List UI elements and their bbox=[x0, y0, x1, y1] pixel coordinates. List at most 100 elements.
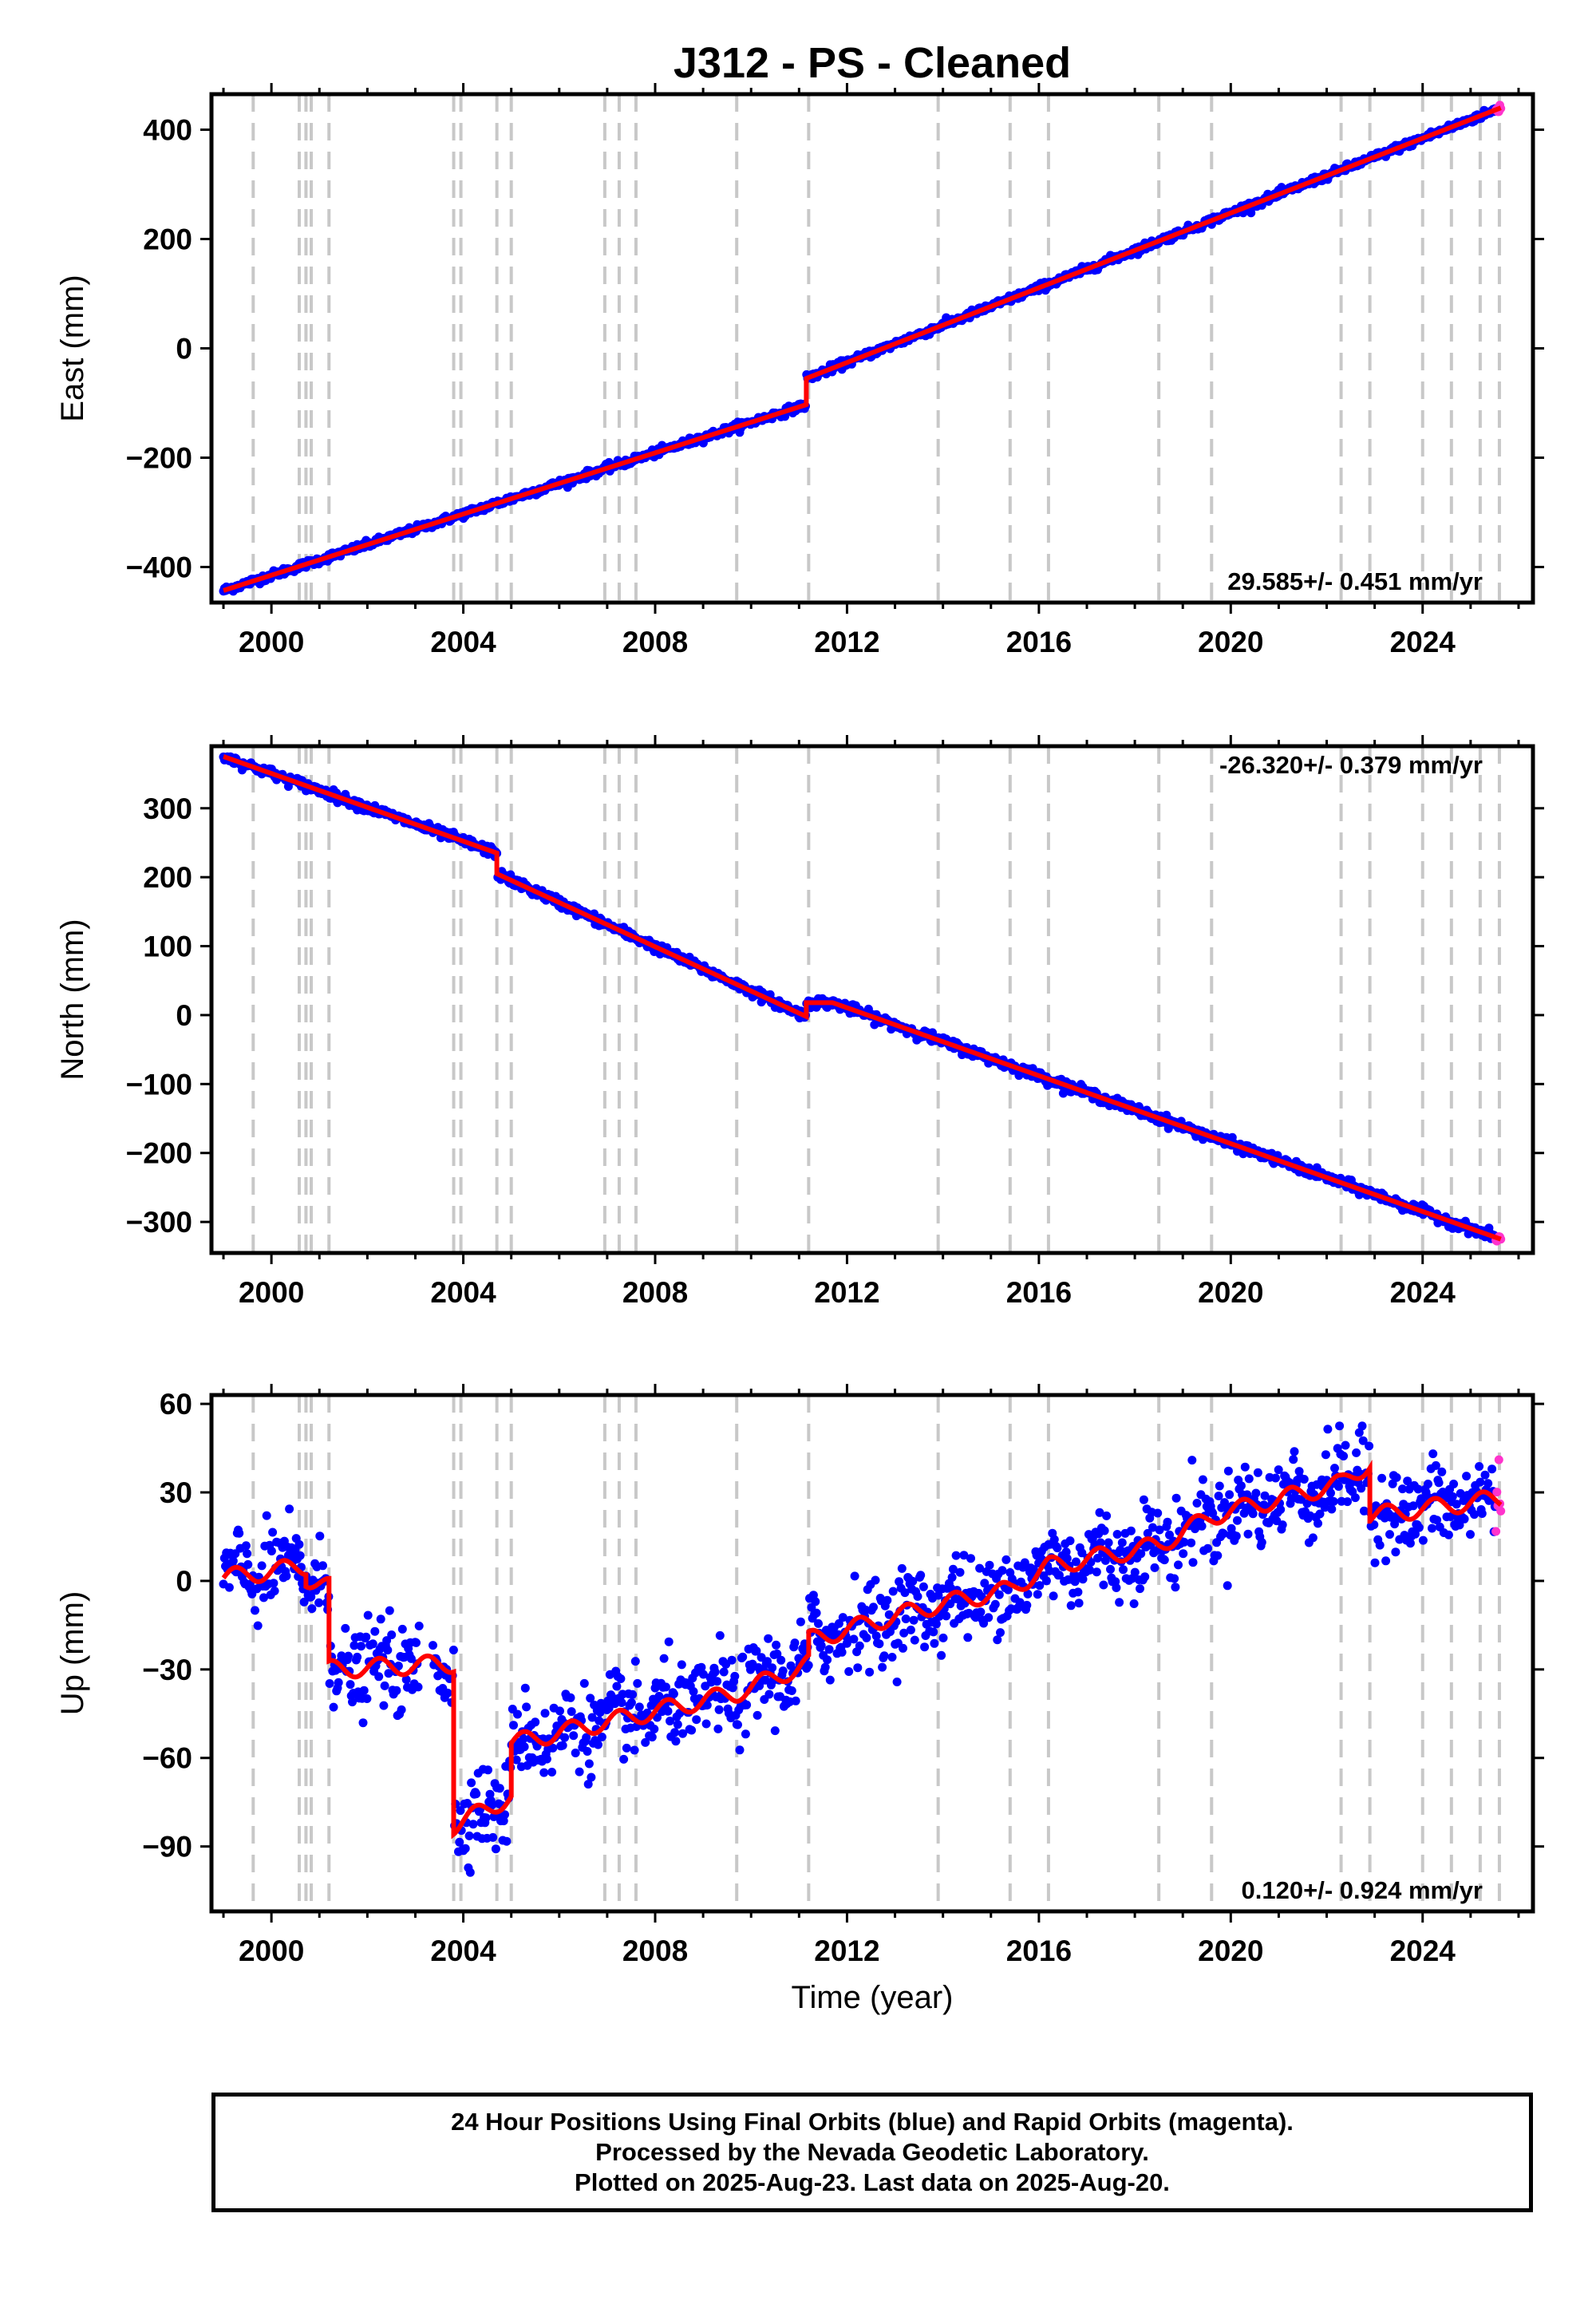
up-final-point bbox=[520, 1683, 530, 1693]
up-final-point bbox=[814, 1618, 823, 1628]
up-final-point bbox=[1487, 1464, 1497, 1474]
up-final-point bbox=[738, 1652, 748, 1662]
up-final-point bbox=[448, 1646, 458, 1654]
up-final-point bbox=[1188, 1558, 1198, 1567]
up-final-point bbox=[1323, 1425, 1333, 1434]
up-final-point bbox=[307, 1604, 317, 1614]
up-final-point bbox=[948, 1564, 958, 1574]
up-final-point bbox=[468, 1820, 478, 1829]
up-final-point bbox=[975, 1563, 985, 1573]
up-final-point bbox=[1483, 1479, 1493, 1488]
up-final-point bbox=[259, 1593, 268, 1603]
up-final-point bbox=[380, 1681, 389, 1690]
up-final-point bbox=[719, 1667, 729, 1677]
up-rapid-point bbox=[1494, 1455, 1503, 1464]
up-final-point bbox=[1365, 1441, 1374, 1451]
east-x-tick-label: 2008 bbox=[622, 626, 688, 658]
east-y-tick-label: 400 bbox=[143, 114, 192, 147]
up-final-point bbox=[1074, 1599, 1084, 1608]
up-final-point bbox=[1171, 1493, 1181, 1503]
up-final-point bbox=[1416, 1494, 1426, 1504]
up-final-point bbox=[768, 1663, 777, 1673]
up-final-point bbox=[1350, 1493, 1360, 1503]
up-final-point bbox=[509, 1721, 518, 1730]
up-final-point bbox=[662, 1682, 670, 1692]
up-final-point bbox=[1391, 1547, 1400, 1557]
up-final-point bbox=[787, 1686, 796, 1695]
up-final-point bbox=[1413, 1484, 1423, 1494]
up-final-point bbox=[909, 1615, 918, 1625]
up-y-tick-label: −60 bbox=[142, 1742, 192, 1775]
up-final-point bbox=[1095, 1508, 1104, 1517]
north-model-line bbox=[223, 754, 1502, 1242]
up-final-point bbox=[465, 1867, 475, 1877]
up-final-point bbox=[1335, 1421, 1345, 1431]
up-final-point bbox=[257, 1561, 267, 1571]
up-final-point bbox=[869, 1603, 878, 1612]
up-final-point bbox=[1375, 1540, 1385, 1550]
up-final-point bbox=[1225, 1490, 1235, 1500]
up-final-point bbox=[760, 1675, 770, 1685]
up-final-point bbox=[268, 1528, 278, 1537]
up-x-tick-label: 2004 bbox=[430, 1935, 496, 1967]
up-final-point bbox=[1219, 1529, 1228, 1539]
east-y-tick-label: −400 bbox=[126, 551, 192, 583]
up-final-point bbox=[1405, 1539, 1415, 1548]
north-y-tick-label: −100 bbox=[126, 1068, 192, 1101]
up-final-point bbox=[1358, 1436, 1368, 1445]
up-final-point bbox=[306, 1592, 316, 1602]
up-final-point bbox=[1352, 1448, 1361, 1457]
up-final-point bbox=[1274, 1465, 1283, 1475]
up-final-point bbox=[376, 1614, 385, 1624]
north-x-tick-label: 2000 bbox=[239, 1276, 304, 1309]
up-final-point bbox=[1475, 1462, 1484, 1471]
up-final-point bbox=[710, 1667, 720, 1677]
up-final-point bbox=[539, 1768, 549, 1777]
up-final-point bbox=[1290, 1447, 1299, 1456]
up-final-point bbox=[650, 1725, 659, 1733]
up-final-point bbox=[913, 1591, 922, 1601]
up-final-point bbox=[586, 1694, 595, 1703]
up-final-point bbox=[370, 1626, 380, 1636]
up-final-point bbox=[1462, 1472, 1472, 1481]
up-final-point bbox=[467, 1778, 476, 1788]
up-final-point bbox=[753, 1710, 762, 1720]
north-x-tick-label: 2024 bbox=[1390, 1276, 1456, 1309]
up-final-point bbox=[630, 1745, 639, 1755]
up-final-point bbox=[1431, 1460, 1440, 1470]
up-final-point bbox=[942, 1611, 951, 1621]
up-final-point bbox=[1104, 1538, 1113, 1547]
up-final-point bbox=[678, 1729, 687, 1738]
up-final-point bbox=[334, 1678, 343, 1687]
up-rapid-point bbox=[1492, 1488, 1502, 1497]
up-final-point bbox=[1370, 1558, 1380, 1567]
up-final-point bbox=[770, 1726, 780, 1736]
up-final-point bbox=[742, 1700, 752, 1709]
up-final-point bbox=[918, 1582, 928, 1591]
up-final-point bbox=[555, 1706, 564, 1716]
east-x-tick-label: 2004 bbox=[430, 626, 496, 658]
up-final-point bbox=[358, 1718, 368, 1728]
up-final-point bbox=[357, 1642, 365, 1651]
up-final-point bbox=[837, 1647, 847, 1657]
up-final-point bbox=[1424, 1480, 1432, 1488]
up-final-point bbox=[604, 1704, 614, 1713]
up-final-point bbox=[595, 1708, 605, 1717]
up-final-point bbox=[384, 1669, 393, 1678]
up-final-point bbox=[659, 1654, 669, 1663]
up-final-point bbox=[647, 1733, 657, 1742]
up-final-point bbox=[1102, 1511, 1112, 1520]
up-final-point bbox=[491, 1844, 500, 1854]
up-final-point bbox=[698, 1670, 708, 1679]
up-final-point bbox=[617, 1698, 626, 1707]
up-final-point bbox=[1049, 1591, 1058, 1601]
up-final-point bbox=[575, 1767, 584, 1777]
up-final-point bbox=[1223, 1581, 1232, 1591]
up-final-point bbox=[1022, 1600, 1032, 1610]
up-final-point bbox=[1253, 1468, 1262, 1477]
up-final-point bbox=[512, 1755, 521, 1765]
up-final-point bbox=[1143, 1528, 1152, 1538]
north-final-point bbox=[1058, 1089, 1068, 1098]
up-final-point bbox=[920, 1642, 930, 1652]
up-y-tick-label: 60 bbox=[160, 1388, 192, 1421]
